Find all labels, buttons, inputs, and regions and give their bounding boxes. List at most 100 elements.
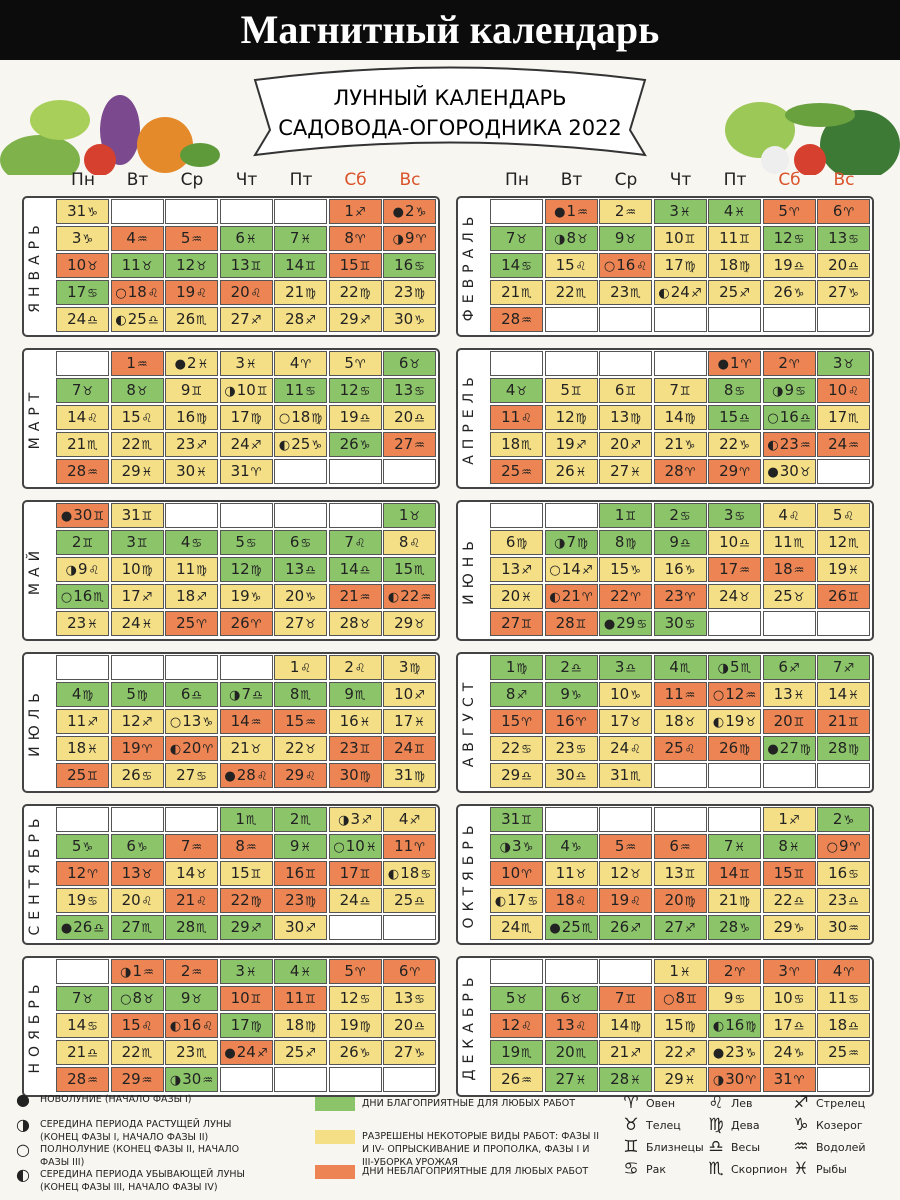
- day-cell: 10♌: [817, 378, 870, 403]
- day-cell: 13♊: [653, 861, 707, 886]
- zodiac-sign: ♒: [305, 715, 316, 729]
- day-number: 3: [126, 533, 136, 551]
- day-number: 28: [67, 1070, 87, 1088]
- day-cell: 29♉: [383, 611, 436, 636]
- day-number: 18: [176, 587, 196, 605]
- day-number: 18: [501, 435, 521, 453]
- day-number: 30: [176, 462, 196, 480]
- zodiac-sign: ♉: [516, 992, 528, 1006]
- zodiac-sign: ♓: [788, 840, 800, 854]
- day-cell: 24♏: [490, 915, 543, 940]
- day-cell: 15♑: [599, 557, 652, 582]
- day-cell: 14♒: [219, 709, 273, 734]
- zodiac-sign: ♎: [87, 313, 98, 327]
- day-number: 12: [339, 381, 359, 399]
- day-cell: ●30♉: [762, 459, 816, 484]
- zodiac-sign: ♎: [739, 536, 750, 550]
- zodiac-sign: ♓: [684, 1073, 696, 1087]
- day-number: 12: [176, 256, 196, 274]
- day-number: 29: [339, 310, 359, 328]
- day-cell: 26♊: [817, 584, 870, 609]
- day-cell: 25♌: [653, 736, 707, 761]
- zodiac-sign: ♐: [141, 590, 153, 604]
- empty-cell: [328, 1067, 382, 1092]
- day-cell: 21♉: [219, 736, 273, 761]
- day-number: 18: [555, 891, 575, 909]
- moon-phase: ◑: [554, 232, 566, 247]
- day-cell: 18♍: [708, 253, 761, 278]
- day-number: 9: [289, 837, 300, 855]
- day-number: 7: [832, 658, 843, 676]
- zodiac-sign: ♈: [300, 357, 312, 371]
- day-number: 25: [176, 614, 196, 632]
- zodiac-sign: ♏: [354, 688, 366, 702]
- month-name: МАРТ: [27, 386, 43, 450]
- moon-phase: ◑: [499, 840, 512, 855]
- day-cell: 26♏: [165, 307, 218, 332]
- day-number: 9: [180, 381, 191, 399]
- day-cell: ○16♎: [762, 405, 816, 430]
- zodiac-sign: ♐: [843, 661, 855, 675]
- day-number: 4: [505, 381, 516, 399]
- day-cell: 30♍: [328, 763, 382, 788]
- day-number: 14: [230, 712, 250, 730]
- day-number: 20: [828, 256, 848, 274]
- day-number: 20: [285, 587, 305, 605]
- weekday-label: Ср: [180, 170, 204, 190]
- day-number: 17: [339, 864, 359, 882]
- day-cell: 25♐: [274, 1040, 327, 1065]
- day-number: 28: [339, 614, 359, 632]
- day-cell: 14♍: [599, 1013, 652, 1038]
- day-cell: 29♓: [653, 1067, 707, 1092]
- phase-glyph: ○: [16, 1140, 30, 1159]
- day-cell: ◑9♋: [762, 378, 816, 403]
- day-number: 5: [560, 381, 570, 399]
- day-number: 1: [126, 354, 136, 372]
- empty-cell: [653, 351, 707, 376]
- day-number: 23: [67, 614, 87, 632]
- day-cell: 11♋: [817, 986, 870, 1011]
- phase-text: НОВОЛУНИЕ (НАЧАЛО ФАЗЫ I): [40, 1094, 192, 1105]
- weekday-label: Пн: [505, 170, 529, 190]
- empty-cell: [599, 959, 652, 984]
- day-number: 24: [828, 435, 848, 453]
- day-number: 21: [501, 283, 521, 301]
- day-cell: 11♍: [165, 557, 218, 582]
- day-number: 3: [71, 229, 82, 247]
- day-cell: 13♋: [383, 986, 436, 1011]
- subtitle-line: САДОВОДА-ОГОРОДНИКА 2022: [278, 116, 622, 140]
- day-cell: 17♋: [56, 280, 109, 305]
- weekday-label: Пн: [71, 170, 95, 190]
- day-number: 29: [719, 462, 739, 480]
- day-cell: 2♊: [56, 530, 109, 555]
- day-number: 12: [121, 712, 141, 730]
- phase-glyph: ●: [16, 1090, 30, 1109]
- day-number: 16: [828, 864, 848, 882]
- day-cell: 30♒: [817, 915, 870, 940]
- day-cell: 22♐: [653, 1040, 707, 1065]
- zodiac-sign: ♓: [196, 465, 207, 479]
- zodiac-sign: ♍: [141, 563, 153, 577]
- zodiac-sign: ♓: [245, 357, 257, 371]
- zodiac-sign: ♓: [359, 715, 371, 729]
- subtitle-line: ЛУННЫЙ КАЛЕНДАРЬ: [333, 85, 566, 110]
- day-cell: 4♈: [817, 959, 870, 984]
- empty-cell: [708, 763, 761, 788]
- day-number: 29: [285, 766, 305, 784]
- day-cell: 7♊: [653, 378, 707, 403]
- day-cell: ○18♍: [274, 405, 327, 430]
- zodiac-sign: ♒: [191, 232, 203, 246]
- day-number: 22: [773, 891, 793, 909]
- zodiac-sign: ♊: [87, 769, 98, 783]
- day-number: 25: [773, 587, 793, 605]
- day-number: 28: [664, 462, 684, 480]
- empty-cell: [110, 807, 164, 832]
- day-number: 14: [285, 256, 305, 274]
- day-number: 28: [236, 766, 256, 784]
- day-number: 26: [610, 918, 630, 936]
- day-cell: 5♉: [490, 986, 543, 1011]
- day-number: 30: [555, 766, 575, 784]
- day-number: 22: [339, 283, 359, 301]
- day-number: 8: [126, 381, 136, 399]
